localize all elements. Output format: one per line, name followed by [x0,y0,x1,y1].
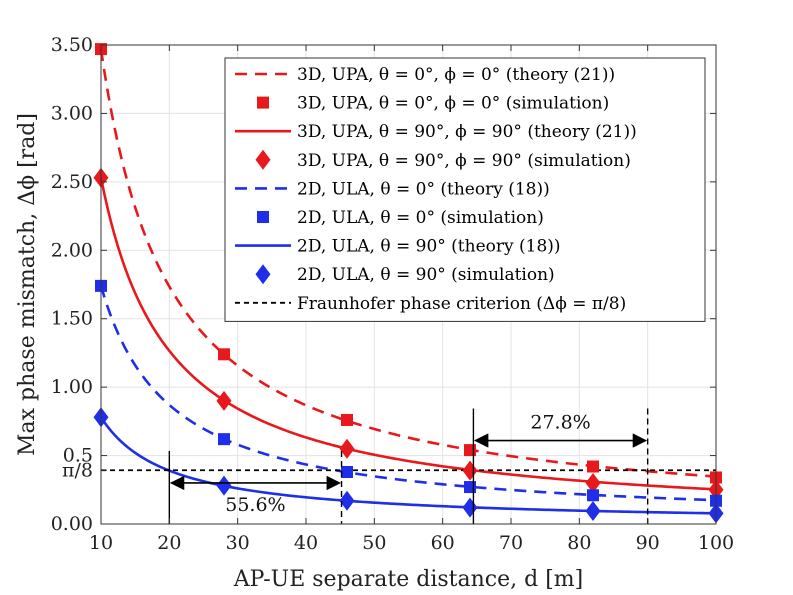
series-7-point [339,490,355,511]
series-1-point [587,460,599,473]
series-line-0 [99,48,717,478]
series-1-point [218,348,230,361]
legend-label: Fraunhofer phase criterion (Δϕ = π/8) [297,294,626,314]
y-axis-label: Max phase mismatch, Δϕ [rad] [15,113,40,456]
legend: 3D, UPA, θ = 0°, ϕ = 0° (theory (21)) 3D,… [224,57,706,322]
x-tick-label: 80 [567,532,591,554]
legend-label: 2D, ULA, θ = 0° (simulation) [297,208,544,228]
legend-label: 3D, UPA, θ = 0°, ϕ = 0° (theory (21)) [297,65,615,85]
y-tick-label: 1.00 [51,376,93,398]
y-tick-label: 0.00 [51,513,93,535]
x-tick-label: 90 [636,532,660,554]
y-tick-label: 3.00 [51,102,93,124]
annotation-label: 55.6% [225,494,285,516]
x-tick-label: 50 [362,532,386,554]
annotation-label: 27.8% [530,412,590,434]
series-3-point [339,438,355,459]
series-line-2 [99,177,717,491]
series-3-point [585,472,601,493]
series-5-point [218,433,230,446]
y-tick-label: 1.50 [51,308,93,330]
x-tick-label: 20 [157,532,181,554]
legend-key-marker [255,264,271,285]
legend-key-marker [257,96,269,109]
legend-key-marker [257,211,269,223]
series-3-point [462,460,478,481]
y-tick-label: 0.5 [63,445,93,467]
x-tick-label: 10 [89,532,113,554]
series-line-4 [99,285,717,502]
y-tick-label: 2.00 [51,239,93,261]
x-tick-label: 30 [226,532,250,554]
y-tick-label: 3.50 [51,34,93,56]
legend-label: 3D, UPA, θ = 90°, ϕ = 90° (simulation) [297,151,631,171]
series-3-point [216,390,232,411]
series-7-point [585,500,601,521]
legend-key-marker [255,149,271,170]
x-tick-label: 40 [294,532,318,554]
x-tick-label: 100 [698,532,734,554]
legend-label: 3D, UPA, θ = 0°, ϕ = 0° (simulation) [297,94,609,114]
series-1-point [464,444,476,457]
series-7-point [216,475,232,496]
series-5-point [587,489,599,502]
series-line-6 [99,416,717,515]
x-axis-label: AP-UE separate distance, d [m] [233,567,583,592]
series-7-point [462,497,478,518]
x-tick-label: 60 [431,532,455,554]
legend-label: 3D, UPA, θ = 90°, ϕ = 90° (theory (21)) [297,122,637,142]
legend-box [224,57,706,322]
series-5-point [341,465,353,478]
x-tick-label: 70 [499,532,523,554]
legend-label: 2D, ULA, θ = 90° (simulation) [297,265,555,285]
legend-label: 2D, ULA, θ = 0° (theory (18)) [297,179,550,199]
axes-frame [100,44,717,525]
annotations: 55.6% 27.8% [168,408,649,524]
series-1-point [341,413,353,426]
ticks: 10 20 30 40 50 60 70 80 90 100 0.00 0.5 1.00 1.50 2.00… [51,34,734,554]
legend-label: 2D, ULA, θ = 90° (theory (18)) [297,237,561,257]
series-5-point [464,481,476,494]
y-tick-label: 2.50 [51,171,93,193]
y-tick-label-pi8: π/8 [62,459,93,481]
